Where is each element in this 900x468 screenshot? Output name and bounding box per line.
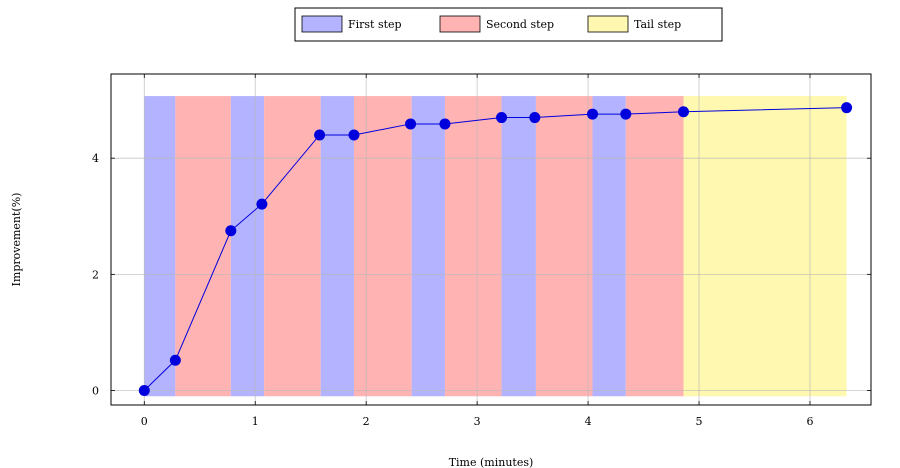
x-tick-label-3: 3: [474, 415, 481, 428]
band-second-1: [175, 96, 231, 397]
data-point-5: [348, 129, 360, 141]
data-point-8: [496, 112, 508, 124]
y-tick-label-2: 4: [92, 152, 99, 165]
band-first-10: [592, 96, 626, 397]
legend-swatch-1: [439, 15, 481, 33]
band-second-7: [444, 96, 502, 397]
data-point-12: [677, 106, 689, 118]
step-bands: [144, 96, 847, 397]
legend-swatch-2: [587, 15, 629, 33]
legend-box: [294, 7, 723, 42]
x-tick-label-4: 4: [585, 415, 592, 428]
band-first-6: [411, 96, 445, 397]
y-tick-label-0: 0: [92, 384, 99, 397]
x-axis-label: Time (minutes): [449, 456, 534, 468]
data-point-13: [841, 102, 853, 114]
band-first-2: [230, 96, 265, 397]
plot-frame: [110, 73, 872, 406]
band-second-5: [353, 96, 412, 397]
legend-label-0: First step: [348, 18, 402, 31]
band-second-3: [264, 96, 321, 397]
x-tick-label-2: 2: [363, 415, 370, 428]
legend: First step Second step Tail step: [294, 7, 723, 42]
data-point-1: [169, 354, 181, 366]
plot-area: 0 1 2 3 4 5 6 0 2 4: [92, 73, 872, 428]
x-tick-label-6: 6: [806, 415, 813, 428]
data-series: [138, 102, 853, 396]
y-axis-label: Improvement(%): [10, 193, 23, 287]
band-second-11: [625, 96, 684, 397]
x-tick-label-5: 5: [696, 415, 703, 428]
legend-swatch-0: [301, 15, 343, 33]
band-first-8: [501, 96, 536, 397]
x-tick-label-1: 1: [252, 415, 259, 428]
legend-label-2: Tail step: [634, 18, 681, 31]
band-first-0: [144, 96, 176, 397]
data-point-9: [529, 112, 541, 124]
data-point-2: [225, 225, 237, 237]
band-tail-12: [683, 96, 847, 397]
data-point-0: [138, 384, 150, 396]
legend-label-1: Second step: [486, 18, 554, 31]
data-point-3: [256, 198, 268, 210]
y-tick-label-1: 2: [92, 268, 99, 281]
data-point-11: [620, 108, 632, 120]
data-point-10: [587, 108, 599, 120]
axis-ticks: 0 1 2 3 4 5 6 0 2 4: [92, 74, 871, 428]
band-second-9: [535, 96, 593, 397]
grid-lines: [111, 74, 871, 405]
x-tick-label-0: 0: [141, 415, 148, 428]
data-point-4: [314, 129, 326, 141]
data-point-7: [439, 118, 451, 130]
data-point-6: [405, 118, 417, 130]
band-first-4: [320, 96, 354, 397]
series-line-0: [143, 107, 847, 391]
